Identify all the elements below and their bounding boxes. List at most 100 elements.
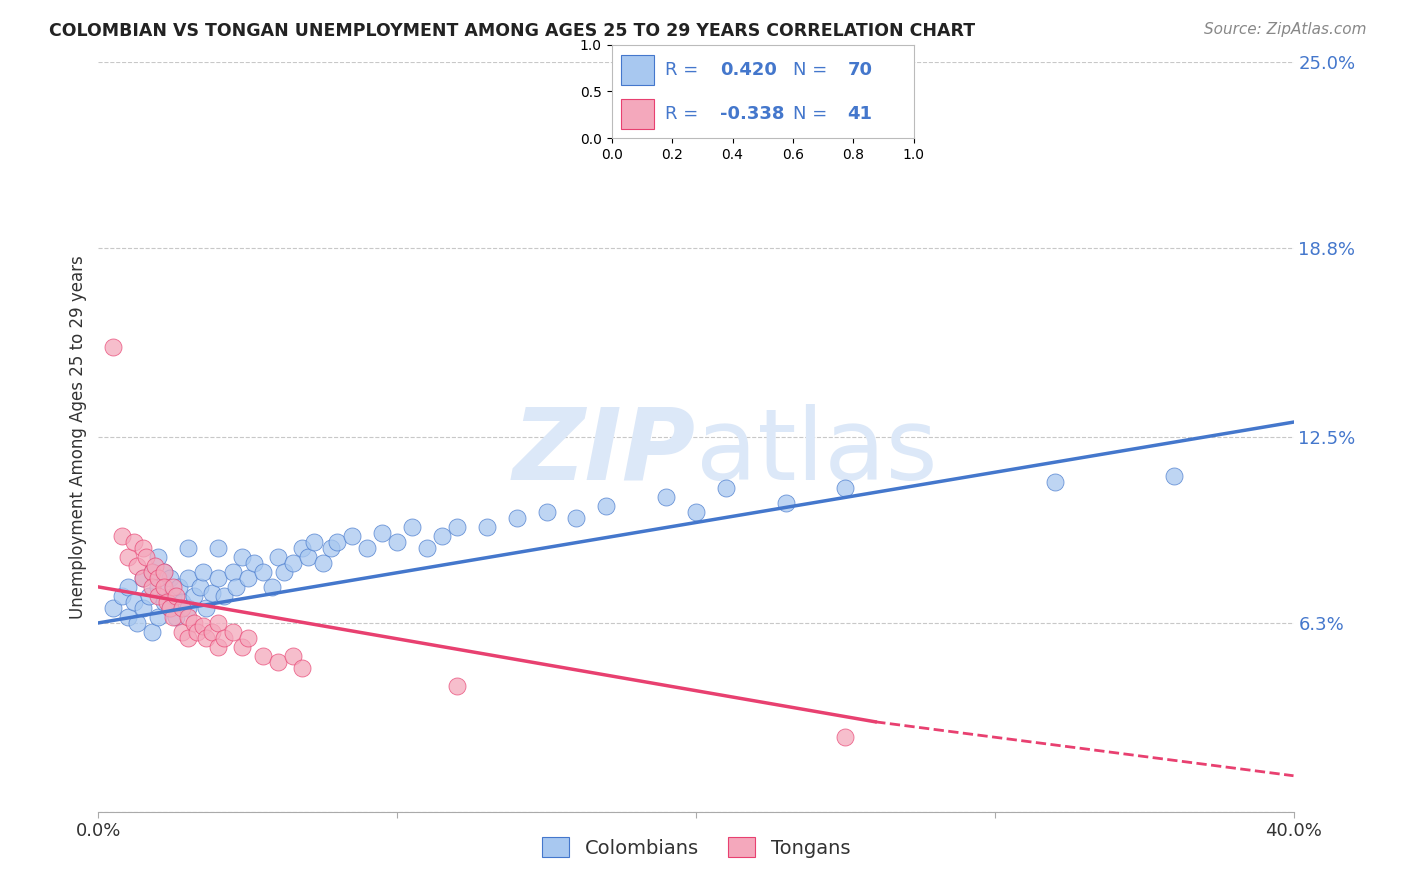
Point (267, 655, 290, 669)
Point (446, 520, 468, 534)
Point (297, 549, 319, 564)
Point (281, 648, 304, 663)
Point (595, 499, 617, 513)
FancyBboxPatch shape (620, 55, 654, 85)
Point (103, 340, 125, 354)
Point (1043, 475, 1066, 489)
Point (111, 529, 134, 543)
Point (191, 565, 214, 579)
Point (207, 640, 229, 654)
Point (153, 565, 176, 579)
Text: N =: N = (793, 105, 827, 123)
Point (260, 580, 283, 594)
Text: atlas: atlas (696, 403, 938, 500)
Point (153, 580, 176, 594)
Point (153, 595, 176, 609)
Point (225, 580, 247, 594)
Point (267, 549, 290, 564)
Point (167, 580, 190, 594)
Point (655, 490, 678, 504)
Point (243, 556, 266, 570)
Point (506, 511, 529, 525)
Point (252, 648, 274, 663)
Point (183, 615, 205, 630)
Point (212, 631, 235, 645)
Text: R =: R = (665, 105, 697, 123)
Point (148, 589, 170, 603)
Point (162, 580, 184, 594)
Point (302, 535, 325, 549)
Point (231, 640, 253, 654)
Point (321, 541, 343, 555)
Point (148, 610, 170, 624)
Text: R =: R = (665, 61, 697, 78)
Legend: Colombians, Tongans: Colombians, Tongans (534, 830, 858, 866)
Point (148, 549, 170, 564)
Text: -0.338: -0.338 (720, 105, 785, 123)
Point (141, 565, 163, 579)
Point (143, 558, 166, 573)
Point (159, 601, 181, 615)
Point (177, 541, 200, 555)
Point (207, 615, 229, 630)
Point (177, 571, 200, 585)
Point (127, 558, 149, 573)
Point (201, 624, 224, 639)
Point (177, 631, 200, 645)
Point (172, 601, 194, 615)
Point (124, 535, 146, 549)
FancyBboxPatch shape (620, 99, 654, 129)
Point (565, 511, 588, 525)
Point (356, 541, 378, 555)
Point (162, 589, 184, 603)
Point (191, 619, 214, 633)
Point (177, 601, 200, 615)
Point (188, 580, 211, 594)
Point (183, 589, 205, 603)
Point (138, 589, 160, 603)
Point (195, 631, 218, 645)
Point (446, 679, 468, 693)
Text: COLOMBIAN VS TONGAN UNEMPLOYMENT AMONG AGES 25 TO 29 YEARS CORRELATION CHART: COLOMBIAN VS TONGAN UNEMPLOYMENT AMONG A… (49, 22, 976, 40)
Point (1163, 469, 1185, 483)
Point (207, 541, 229, 555)
Point (135, 549, 157, 564)
Text: Source: ZipAtlas.com: Source: ZipAtlas.com (1204, 22, 1367, 37)
Point (186, 624, 208, 639)
Point (775, 496, 797, 510)
Point (371, 526, 394, 541)
Point (311, 556, 333, 570)
Point (212, 589, 235, 603)
Point (172, 624, 194, 639)
Point (141, 565, 163, 579)
Point (416, 541, 439, 555)
Point (141, 624, 163, 639)
Point (291, 661, 314, 675)
Point (127, 615, 149, 630)
Point (475, 520, 498, 534)
Point (159, 601, 181, 615)
Point (231, 549, 253, 564)
Point (103, 601, 125, 615)
Point (685, 505, 707, 519)
Point (342, 529, 364, 543)
Point (165, 610, 187, 624)
Point (162, 610, 184, 624)
Point (236, 571, 259, 585)
Point (430, 529, 453, 543)
Point (132, 571, 155, 585)
Point (207, 571, 229, 585)
Y-axis label: Unemployment Among Ages 25 to 29 years: Unemployment Among Ages 25 to 29 years (69, 255, 87, 619)
Point (165, 589, 187, 603)
Text: 0.420: 0.420 (720, 61, 778, 78)
Point (834, 481, 856, 495)
Point (281, 556, 304, 570)
Point (124, 595, 146, 609)
Point (117, 580, 139, 594)
Point (111, 589, 134, 603)
Point (236, 631, 259, 645)
Text: N =: N = (793, 61, 827, 78)
Text: ZIP: ZIP (513, 403, 696, 500)
Text: 70: 70 (848, 61, 872, 78)
Point (159, 571, 181, 585)
